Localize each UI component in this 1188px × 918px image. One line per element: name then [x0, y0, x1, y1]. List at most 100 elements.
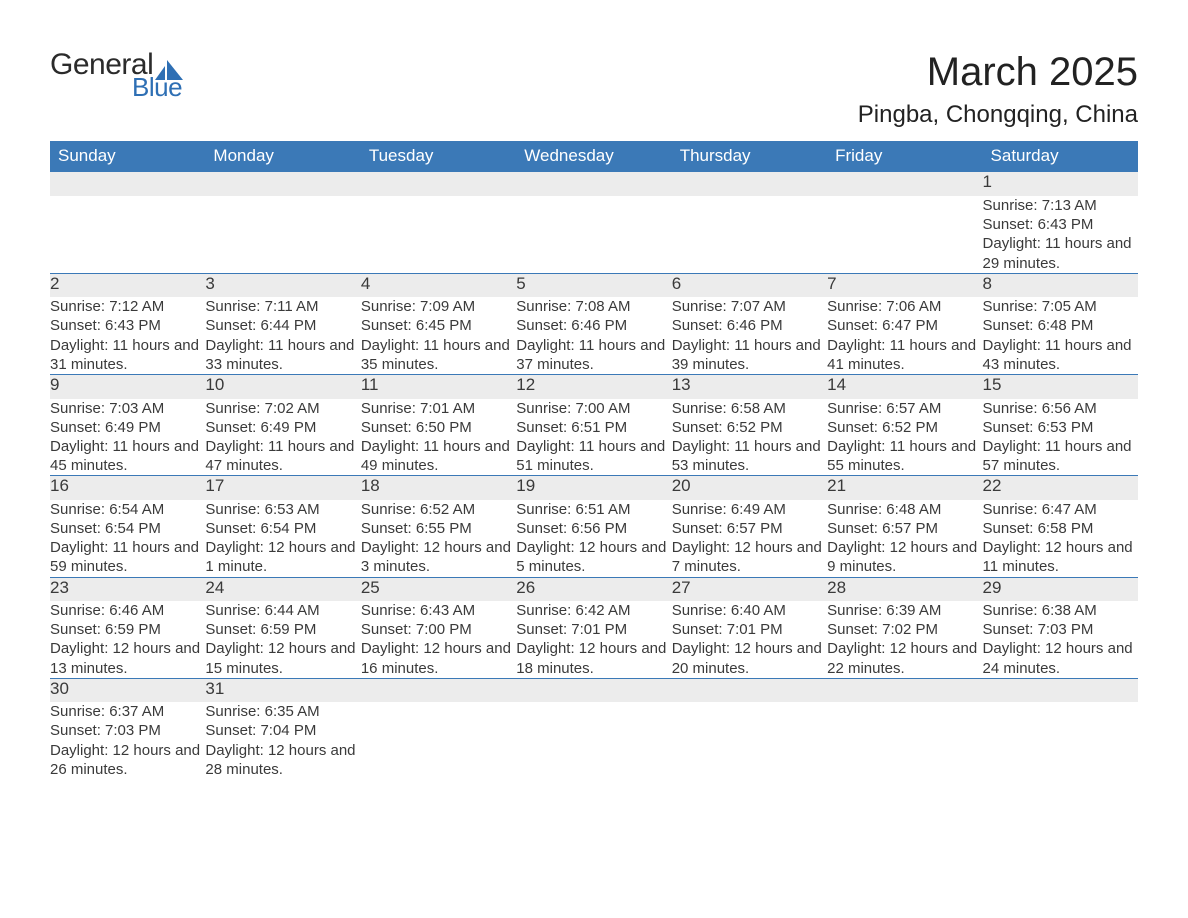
sunset-text: Sunset: 7:01 PM — [516, 620, 671, 639]
sunset-text: Sunset: 6:55 PM — [361, 519, 516, 538]
day-number-cell: 25 — [361, 577, 516, 601]
sunrise-text: Sunrise: 7:08 AM — [516, 297, 671, 316]
day-detail-cell: Sunrise: 7:02 AMSunset: 6:49 PMDaylight:… — [205, 399, 360, 476]
weekday-header: Wednesday — [516, 141, 671, 172]
day-detail-cell — [361, 196, 516, 273]
day-number-cell: 24 — [205, 577, 360, 601]
day-detail-cell: Sunrise: 6:47 AMSunset: 6:58 PMDaylight:… — [983, 500, 1138, 577]
day-detail-cell: Sunrise: 6:54 AMSunset: 6:54 PMDaylight:… — [50, 500, 205, 577]
sunrise-text: Sunrise: 7:11 AM — [205, 297, 360, 316]
day-detail-cell: Sunrise: 6:43 AMSunset: 7:00 PMDaylight:… — [361, 601, 516, 678]
weekday-header: Sunday — [50, 141, 205, 172]
day-number-row: 2345678 — [50, 273, 1138, 297]
weekday-header-row: Sunday Monday Tuesday Wednesday Thursday… — [50, 141, 1138, 172]
sunrise-text: Sunrise: 6:37 AM — [50, 702, 205, 721]
day-number-cell: 19 — [516, 476, 671, 500]
brand-word-blue: Blue — [132, 74, 183, 100]
daylight-text: Daylight: 12 hours and 20 minutes. — [672, 639, 827, 677]
sunrise-text: Sunrise: 6:44 AM — [205, 601, 360, 620]
day-detail-cell: Sunrise: 6:52 AMSunset: 6:55 PMDaylight:… — [361, 500, 516, 577]
day-number-cell: 27 — [672, 577, 827, 601]
sunset-text: Sunset: 7:04 PM — [205, 721, 360, 740]
day-detail-cell: Sunrise: 6:37 AMSunset: 7:03 PMDaylight:… — [50, 702, 205, 779]
daylight-text: Daylight: 12 hours and 3 minutes. — [361, 538, 516, 576]
day-detail-cell: Sunrise: 7:01 AMSunset: 6:50 PMDaylight:… — [361, 399, 516, 476]
sunrise-text: Sunrise: 6:58 AM — [672, 399, 827, 418]
sunset-text: Sunset: 6:46 PM — [672, 316, 827, 335]
day-detail-cell: Sunrise: 6:39 AMSunset: 7:02 PMDaylight:… — [827, 601, 982, 678]
day-number-cell — [516, 678, 671, 702]
daylight-text: Daylight: 11 hours and 39 minutes. — [672, 336, 827, 374]
day-number-cell — [205, 172, 360, 196]
sunset-text: Sunset: 7:00 PM — [361, 620, 516, 639]
sunset-text: Sunset: 6:48 PM — [983, 316, 1138, 335]
weekday-header: Monday — [205, 141, 360, 172]
weekday-header: Thursday — [672, 141, 827, 172]
day-detail-cell: Sunrise: 7:09 AMSunset: 6:45 PMDaylight:… — [361, 297, 516, 374]
sunset-text: Sunset: 6:54 PM — [50, 519, 205, 538]
daylight-text: Daylight: 11 hours and 53 minutes. — [672, 437, 827, 475]
daylight-text: Daylight: 11 hours and 43 minutes. — [983, 336, 1138, 374]
daylight-text: Daylight: 11 hours and 41 minutes. — [827, 336, 982, 374]
sunrise-text: Sunrise: 7:06 AM — [827, 297, 982, 316]
sunrise-text: Sunrise: 7:07 AM — [672, 297, 827, 316]
day-number-cell: 14 — [827, 375, 982, 399]
day-number-cell — [672, 678, 827, 702]
sunset-text: Sunset: 6:54 PM — [205, 519, 360, 538]
sunset-text: Sunset: 7:03 PM — [50, 721, 205, 740]
day-number-cell: 4 — [361, 273, 516, 297]
sunset-text: Sunset: 6:51 PM — [516, 418, 671, 437]
sunrise-text: Sunrise: 7:09 AM — [361, 297, 516, 316]
location-subtitle: Pingba, Chongqing, China — [858, 101, 1138, 129]
day-number-cell: 13 — [672, 375, 827, 399]
sunrise-text: Sunrise: 6:39 AM — [827, 601, 982, 620]
sunset-text: Sunset: 6:52 PM — [827, 418, 982, 437]
sunrise-text: Sunrise: 6:56 AM — [983, 399, 1138, 418]
day-detail-cell: Sunrise: 6:57 AMSunset: 6:52 PMDaylight:… — [827, 399, 982, 476]
day-number-cell — [361, 678, 516, 702]
day-detail-cell: Sunrise: 6:38 AMSunset: 7:03 PMDaylight:… — [983, 601, 1138, 678]
title-block: March 2025 Pingba, Chongqing, China — [858, 50, 1138, 129]
sunset-text: Sunset: 7:03 PM — [983, 620, 1138, 639]
day-number-cell: 1 — [983, 172, 1138, 196]
day-number-cell: 17 — [205, 476, 360, 500]
sunrise-text: Sunrise: 7:02 AM — [205, 399, 360, 418]
day-detail-cell: Sunrise: 6:48 AMSunset: 6:57 PMDaylight:… — [827, 500, 982, 577]
sunrise-text: Sunrise: 6:48 AM — [827, 500, 982, 519]
day-number-cell: 29 — [983, 577, 1138, 601]
sunrise-text: Sunrise: 6:46 AM — [50, 601, 205, 620]
day-detail-row: Sunrise: 7:12 AMSunset: 6:43 PMDaylight:… — [50, 297, 1138, 374]
day-number-cell: 16 — [50, 476, 205, 500]
day-number-cell — [516, 172, 671, 196]
sunrise-text: Sunrise: 6:38 AM — [983, 601, 1138, 620]
sunrise-text: Sunrise: 7:12 AM — [50, 297, 205, 316]
daylight-text: Daylight: 12 hours and 18 minutes. — [516, 639, 671, 677]
day-detail-cell: Sunrise: 7:03 AMSunset: 6:49 PMDaylight:… — [50, 399, 205, 476]
daylight-text: Daylight: 11 hours and 55 minutes. — [827, 437, 982, 475]
sunrise-text: Sunrise: 7:13 AM — [983, 196, 1138, 215]
sunset-text: Sunset: 6:49 PM — [205, 418, 360, 437]
day-number-cell: 10 — [205, 375, 360, 399]
sunrise-text: Sunrise: 6:40 AM — [672, 601, 827, 620]
day-detail-row: Sunrise: 6:46 AMSunset: 6:59 PMDaylight:… — [50, 601, 1138, 678]
sunset-text: Sunset: 7:02 PM — [827, 620, 982, 639]
day-detail-cell: Sunrise: 6:40 AMSunset: 7:01 PMDaylight:… — [672, 601, 827, 678]
day-number-cell — [827, 172, 982, 196]
day-number-cell: 20 — [672, 476, 827, 500]
sunrise-text: Sunrise: 6:53 AM — [205, 500, 360, 519]
day-number-cell: 5 — [516, 273, 671, 297]
daylight-text: Daylight: 11 hours and 31 minutes. — [50, 336, 205, 374]
daylight-text: Daylight: 12 hours and 16 minutes. — [361, 639, 516, 677]
day-detail-cell: Sunrise: 6:49 AMSunset: 6:57 PMDaylight:… — [672, 500, 827, 577]
day-number-cell: 9 — [50, 375, 205, 399]
sunrise-text: Sunrise: 6:54 AM — [50, 500, 205, 519]
day-detail-cell — [361, 702, 516, 779]
day-number-cell: 31 — [205, 678, 360, 702]
day-detail-cell: Sunrise: 7:13 AMSunset: 6:43 PMDaylight:… — [983, 196, 1138, 273]
sunset-text: Sunset: 6:44 PM — [205, 316, 360, 335]
day-number-cell: 2 — [50, 273, 205, 297]
day-number-cell: 22 — [983, 476, 1138, 500]
weekday-header: Saturday — [983, 141, 1138, 172]
day-number-cell: 15 — [983, 375, 1138, 399]
sunrise-text: Sunrise: 6:42 AM — [516, 601, 671, 620]
